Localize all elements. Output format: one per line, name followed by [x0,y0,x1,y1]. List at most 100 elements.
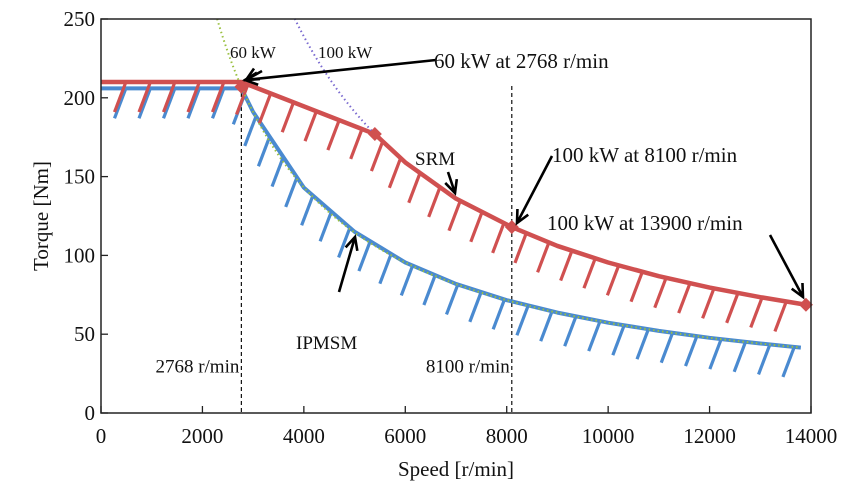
hatch-mark [137,82,152,113]
hatch-mark [303,111,318,142]
hatch-mark [749,297,764,328]
x-tick-label: 4000 [283,424,325,448]
hatch-mark [563,316,578,347]
hatch-mark [270,157,285,188]
series-line-ipmsm [101,86,802,350]
hatch-mark [539,311,554,342]
hatch-mark [186,82,201,113]
hatch-mark [469,212,484,243]
hatch-mark [378,254,393,285]
hatch-mark [447,201,462,232]
x-tick-label: 2000 [181,424,223,448]
marker-2 [504,220,519,235]
arrow-head [790,282,805,300]
hatch-mark [559,251,574,282]
hatch-mark [701,288,716,319]
hatch-mark [257,93,272,124]
vline-label-0: 2768 r/min [155,357,239,378]
hatch-mark [611,325,626,356]
hatch-mark [399,265,414,297]
hatch-mark [407,173,422,204]
x-tick-label: 14000 [785,424,838,448]
series-srm [101,79,807,332]
hatch-mark [137,88,152,119]
hatch-mark [659,333,674,364]
y-tick-label: 0 [85,401,96,425]
hatch-mark [337,227,352,259]
annotation-ipmsm: IPMSM [296,333,357,354]
arrow-head [344,234,359,252]
arrow-shaft [337,236,357,293]
marker-3 [798,297,813,312]
x-axis-label: Speed [r/min] [398,457,514,481]
annotation-a8100: 100 kW at 8100 r/min [552,143,738,167]
hatch-mark [491,223,506,254]
marker-0 [234,79,249,94]
series-line-srm [101,79,807,307]
vline-label-1: 8100 r/min [426,357,510,378]
arrow-shaft [244,58,437,82]
hatch-mark [162,88,176,119]
y-tick-label: 250 [64,7,96,31]
hatch-mark [605,265,620,296]
hatch-mark [349,129,364,160]
hatch-mark [326,120,341,151]
y-tick-label: 150 [64,165,96,189]
arrow-shaft [245,69,263,82]
arrow-ipmsm [337,234,359,293]
annotation-lbl60: 60 kW [230,43,277,62]
hatch-mark [635,329,650,360]
arrow-head [444,178,459,196]
arrow-shaft [515,155,554,224]
hatch-mark [468,292,483,323]
arrow-srm [444,171,459,196]
axes-layer: 0 2000 4000 6000 8000 10000 12000 14000 0 50 100 15… [64,7,838,448]
hatch-mark [369,141,384,172]
arrow-a8100 [515,155,554,226]
hatch-mark [300,195,315,226]
x-tick-label: 12000 [683,424,736,448]
arrow-shaft [446,171,457,194]
hatch-mark [427,187,442,218]
hatch-mark [757,344,772,375]
power-curve-100kw [293,18,375,134]
hatch-mark [211,82,225,113]
annotation-a13900: 100 kW at 13900 r/min [547,211,743,235]
arrow-head [515,208,530,226]
y-tick-label: 50 [74,322,95,346]
hatch-mark [235,84,250,116]
y-axis-label: Torque [Nm] [29,161,53,271]
plot-frame [100,18,812,414]
x-tick-label: 8000 [486,424,528,448]
hatch-mark [708,339,723,370]
annotation-a60: 60 kW at 2768 r/min [434,49,609,73]
power-curve-60kw [216,18,800,349]
hatch-mark [284,177,299,208]
marker-1 [367,127,382,142]
hatch-mark [243,116,258,147]
arrow-head [243,67,261,82]
hatch-mark [684,336,699,367]
annotation-lbl100: 100 kW [318,43,373,62]
arrow-shaft [768,234,805,298]
series-ipmsm [101,86,802,378]
hatch-mark [162,82,176,113]
hatch-mark [186,88,201,119]
hatch-mark [515,305,530,336]
annotations-layer: 2768 r/min 8100 r/min 60 kW 100 kW 60 kW at … [155,43,805,378]
hatch-mark [318,211,333,242]
y-tick-label: 100 [64,243,96,267]
hatch-mark [781,347,796,378]
hatch-mark [725,293,740,324]
x-tick-label: 10000 [582,424,635,448]
hatch-mark [732,342,747,373]
x-tick-label: 6000 [384,424,426,448]
hatch-mark [113,88,127,119]
arrow-a13900 [768,234,805,300]
hatch-mark [422,275,437,306]
hatch-mark [653,278,668,309]
hatch-mark [280,102,295,133]
x-tick-label: 0 [96,424,107,448]
hatch-mark [629,272,644,303]
